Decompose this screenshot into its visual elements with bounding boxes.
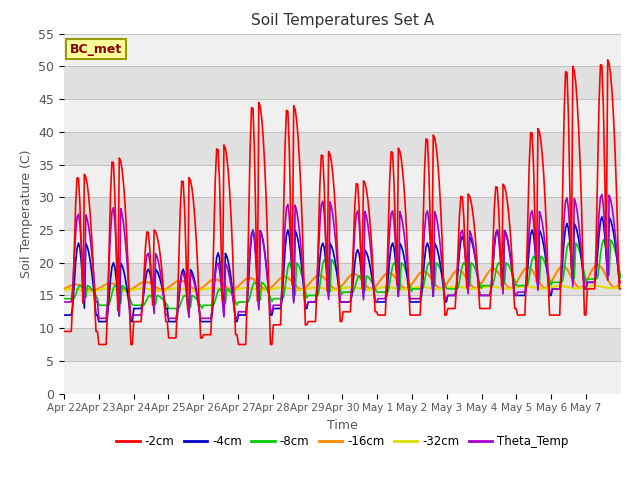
- Bar: [64, 328, 621, 361]
- Bar: [64, 295, 621, 328]
- Y-axis label: Soil Temperature (C): Soil Temperature (C): [20, 149, 33, 278]
- Bar: [64, 263, 621, 295]
- Bar: [64, 66, 621, 99]
- Bar: [64, 34, 621, 66]
- Bar: [64, 165, 621, 197]
- Bar: [64, 361, 621, 394]
- Title: Soil Temperatures Set A: Soil Temperatures Set A: [251, 13, 434, 28]
- Bar: [64, 230, 621, 263]
- Legend: -2cm, -4cm, -8cm, -16cm, -32cm, Theta_Temp: -2cm, -4cm, -8cm, -16cm, -32cm, Theta_Te…: [111, 430, 573, 453]
- Bar: [64, 132, 621, 165]
- Bar: [64, 99, 621, 132]
- X-axis label: Time: Time: [327, 419, 358, 432]
- Bar: [64, 197, 621, 230]
- Text: BC_met: BC_met: [70, 43, 122, 56]
